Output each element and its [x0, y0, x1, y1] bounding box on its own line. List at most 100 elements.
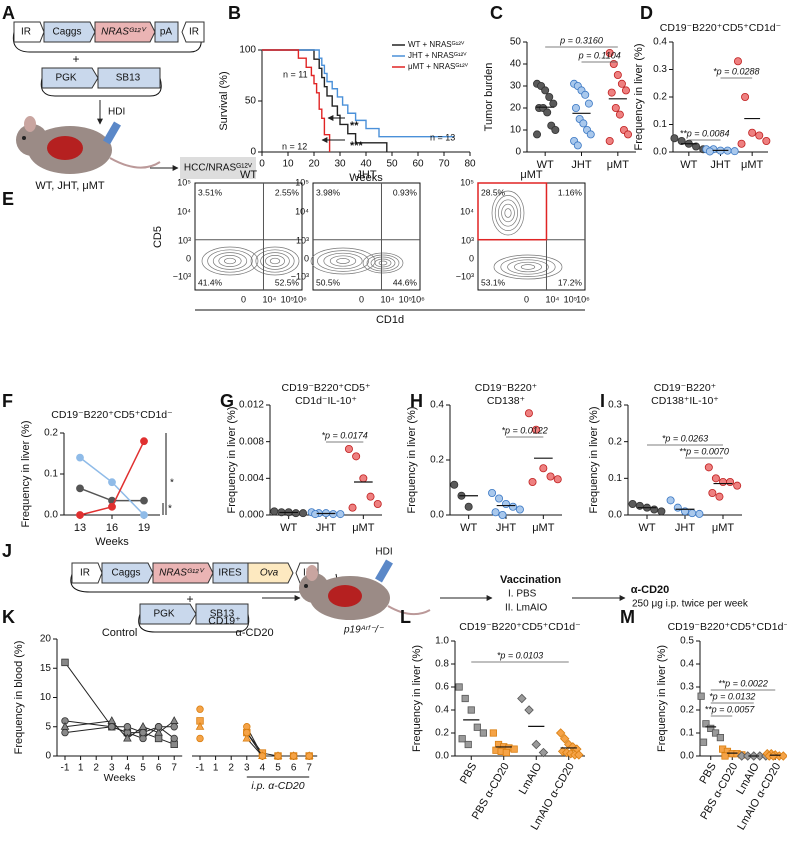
legend-label: WT + NRASᴳ¹²ⱽ — [408, 40, 465, 49]
y-tick-label: 0.8 — [435, 659, 449, 670]
annotation: **p = 0.0057 — [705, 704, 756, 714]
x-tick-label: WT — [680, 159, 697, 171]
y-tick-label: 20 — [510, 103, 522, 114]
point — [76, 511, 84, 519]
x-tick-label: WT — [280, 522, 297, 534]
point — [108, 723, 116, 731]
point — [733, 57, 742, 66]
annotation: p = 0.1104 — [578, 50, 621, 60]
vector-part — [139, 603, 197, 625]
panel-letter: E — [2, 189, 14, 209]
y-tick-label: 1.0 — [435, 636, 449, 647]
x-tick-label: 10⁴ — [381, 294, 395, 304]
point — [666, 496, 675, 505]
chart-title: CD19⁻B220⁺CD5⁺CD1d⁻ — [51, 409, 173, 421]
contour — [218, 255, 242, 267]
point — [450, 480, 459, 489]
panel-letter: L — [400, 607, 411, 627]
quadrant-percent: 41.4% — [198, 277, 223, 287]
point — [359, 474, 368, 483]
y-tick-label: −10³ — [291, 271, 309, 281]
x-tick-label: 10⁵ — [399, 294, 413, 304]
point — [650, 505, 659, 514]
vector-part — [43, 21, 96, 43]
point — [677, 136, 686, 145]
point — [479, 729, 487, 737]
annotation: n = 13 — [430, 132, 455, 142]
injection-label: HDI — [375, 547, 392, 558]
contour — [504, 208, 512, 218]
x-tick-label: WT — [460, 522, 477, 534]
panel-letter: H — [410, 391, 423, 411]
y-tick-label: 0.1 — [608, 473, 622, 484]
vector-part — [195, 603, 249, 625]
point — [533, 130, 542, 139]
contour — [500, 257, 556, 277]
y-axis-label: Frequency in liver (%) — [633, 44, 645, 151]
contour — [520, 264, 536, 270]
panel-letter: J — [2, 541, 12, 561]
x-tick-label: 0 — [241, 294, 246, 304]
y-tick-label: 0.4 — [430, 400, 444, 411]
point — [692, 142, 701, 151]
vector-label: IR — [21, 27, 31, 38]
vector-label: pA — [160, 27, 173, 38]
y-tick-label: 100 — [239, 45, 256, 56]
vector-label: IR — [80, 568, 90, 579]
quadrant-percent: 0.93% — [393, 187, 418, 197]
point — [635, 501, 644, 510]
point — [737, 139, 746, 148]
vector-label: PGK — [55, 73, 76, 84]
point — [196, 705, 204, 713]
mouse-label: p19ᴬʳᶠ⁻/⁻ — [343, 625, 384, 636]
point — [517, 693, 527, 704]
injection-label: HDI — [108, 107, 125, 118]
point — [532, 425, 541, 434]
panel-letter: I — [600, 391, 605, 411]
y-tick-label: 0.2 — [680, 705, 694, 716]
point — [258, 752, 267, 760]
x-tick-label: 80 — [464, 159, 476, 170]
point — [607, 88, 616, 97]
point — [531, 739, 541, 750]
point — [352, 452, 361, 461]
quadrant-percent: 3.98% — [316, 187, 341, 197]
contour — [498, 199, 518, 227]
x-tick-label: 10⁶ — [576, 294, 590, 304]
panel-letter: D — [640, 3, 653, 23]
point — [154, 723, 163, 731]
x-tick-label: 1 — [78, 763, 84, 774]
point — [336, 510, 345, 519]
outcome-label: HCC/NRASᴳ¹²ⱽ — [184, 163, 253, 174]
point — [711, 729, 720, 737]
y-axis-label: CD5 — [152, 226, 164, 248]
panel-letter: G — [220, 391, 234, 411]
x-tick-label: 10⁶ — [293, 294, 307, 304]
y-tick-label: 40 — [510, 59, 522, 70]
annotation: **p = 0.0022 — [718, 678, 768, 688]
contour — [310, 247, 376, 275]
point — [545, 93, 554, 102]
quadrant-percent: 50.5% — [316, 277, 341, 287]
x-tick-label: LmAIO — [517, 761, 545, 797]
point — [495, 494, 504, 503]
quadrant-percent: 1.16% — [558, 187, 583, 197]
y-tick-label: 50 — [245, 96, 257, 107]
contour — [269, 257, 281, 265]
chart-title: CD19⁻B220⁺CD5⁺CD1d⁻IL-10⁺ — [668, 621, 787, 633]
chart-title: CD138⁺ — [487, 395, 526, 407]
outcome-box — [180, 157, 256, 179]
y-tick-label: 30 — [510, 81, 522, 92]
point — [611, 104, 620, 113]
y-tick-label: 0.3 — [653, 64, 667, 75]
point — [488, 488, 497, 497]
x-tick-label: WT — [537, 159, 554, 171]
point — [543, 108, 552, 117]
x-tick-label: 5 — [275, 763, 281, 774]
quadrant-percent: 2.55% — [275, 187, 300, 197]
y-tick-label: 5 — [45, 721, 51, 732]
contour — [250, 246, 300, 276]
point — [711, 474, 720, 483]
point — [546, 472, 555, 481]
